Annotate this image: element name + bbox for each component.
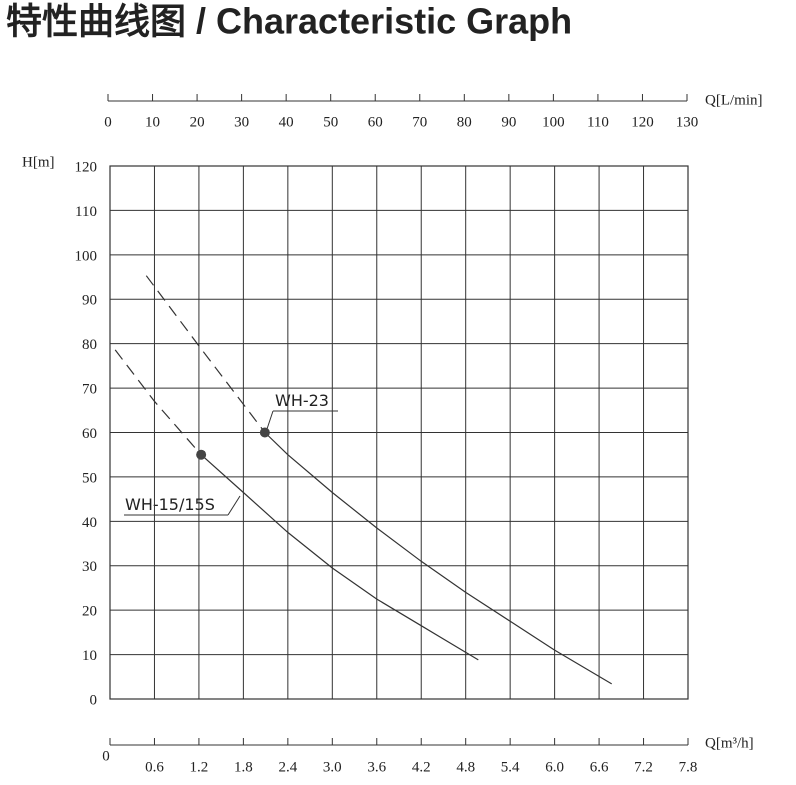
x2-tick-label: 10	[145, 114, 160, 130]
x-tick-label: 4.8	[456, 759, 475, 775]
x-tick-label: 0.6	[145, 759, 164, 775]
x2-tick-label: 120	[631, 114, 654, 130]
x2-axis-label: Q[L/min]	[705, 92, 763, 108]
rated-point	[259, 427, 270, 438]
x2-tick-label: 110	[587, 114, 609, 130]
y-tick-label: 0	[90, 692, 98, 708]
x-axis-label: Q[m³/h]	[705, 735, 754, 751]
y-tick-label: 70	[82, 382, 97, 398]
series-line	[264, 432, 613, 685]
x-tick-label: 3.6	[367, 759, 386, 775]
x-tick-label: 7.2	[634, 759, 653, 775]
x-tick-label: 3.0	[323, 759, 342, 775]
x2-tick-label: 20	[190, 114, 205, 130]
x2-tick-label: 70	[412, 114, 427, 130]
y-tick-label: 60	[82, 426, 97, 442]
y-tick-label: 20	[82, 604, 97, 620]
x-tick-label: 0	[102, 748, 110, 764]
y-tick-label: 10	[82, 648, 97, 664]
x-tick-label: 1.2	[190, 759, 209, 775]
series-label: WH-23	[275, 391, 329, 410]
y-axis-label: H[m]	[22, 154, 55, 170]
x-tick-label: 2.4	[278, 759, 297, 775]
rated-point	[196, 449, 207, 460]
x2-tick-label: 60	[368, 114, 383, 130]
x-tick-label: 6.0	[545, 759, 564, 775]
y-tick-label: 110	[75, 204, 97, 220]
series-label: WH-15/15S	[125, 495, 215, 514]
x2-tick-label: 80	[457, 114, 472, 130]
y-tick-label: 50	[82, 470, 97, 486]
x-tick-label: 6.6	[590, 759, 609, 775]
y-tick-label: 120	[75, 159, 98, 175]
y-tick-label: 80	[82, 337, 97, 353]
x-tick-label: 4.2	[412, 759, 431, 775]
x-tick-label: 7.8	[679, 759, 698, 775]
y-tick-label: 90	[82, 293, 97, 309]
x2-tick-label: 0	[104, 114, 112, 130]
series-line	[200, 454, 479, 661]
x2-tick-label: 50	[323, 114, 338, 130]
x2-tick-label: 130	[676, 114, 699, 130]
y-tick-label: 40	[82, 515, 97, 531]
x2-tick-label: 100	[542, 114, 565, 130]
series-line	[145, 275, 266, 433]
x-tick-label: 1.8	[234, 759, 253, 775]
x2-tick-label: 40	[279, 114, 294, 130]
x2-tick-label: 90	[501, 114, 516, 130]
y-tick-label: 100	[75, 248, 98, 264]
x2-tick-label: 30	[234, 114, 249, 130]
series-line	[114, 349, 202, 456]
annotation-leader	[227, 495, 241, 516]
x-tick-label: 5.4	[501, 759, 520, 775]
chart-title: 特性曲线图 / Characteristic Graph	[6, 1, 572, 42]
y-tick-label: 30	[82, 559, 97, 575]
